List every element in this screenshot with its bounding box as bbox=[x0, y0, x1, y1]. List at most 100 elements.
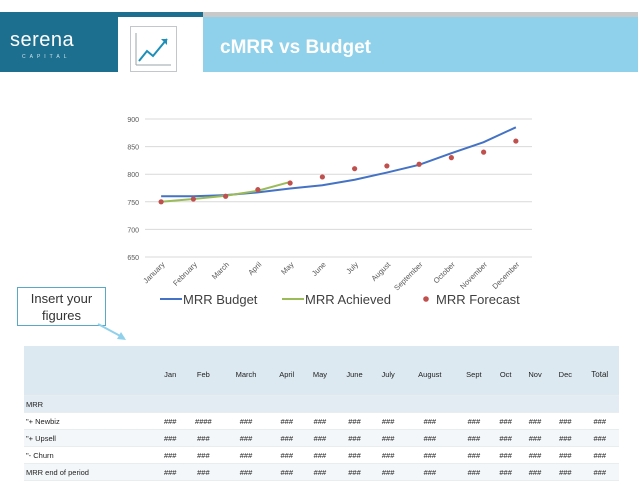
table-cell[interactable]: ### bbox=[222, 446, 270, 464]
table-cell[interactable]: ### bbox=[372, 429, 404, 447]
column-header: Jan bbox=[156, 346, 185, 396]
table-cell[interactable]: ### bbox=[403, 412, 457, 430]
table-cell[interactable]: ### bbox=[372, 446, 404, 464]
column-header: Oct bbox=[491, 346, 520, 396]
table-cell[interactable]: ### bbox=[550, 463, 581, 481]
table-cell[interactable]: ### bbox=[303, 412, 337, 430]
table-cell[interactable]: ### bbox=[491, 429, 520, 447]
table-cell[interactable]: ### bbox=[336, 412, 373, 430]
forecast-point bbox=[481, 149, 487, 155]
table-cell[interactable] bbox=[403, 395, 457, 413]
table-cell[interactable]: ### bbox=[519, 463, 551, 481]
table-cell[interactable]: ### bbox=[456, 429, 492, 447]
table-cell[interactable]: ### bbox=[403, 463, 457, 481]
table-cell[interactable] bbox=[456, 395, 492, 413]
table-cell[interactable]: ### bbox=[156, 446, 185, 464]
callout-arrow-icon bbox=[97, 323, 126, 340]
table-cell[interactable]: #### bbox=[184, 412, 223, 430]
x-tick-label: October bbox=[432, 260, 458, 286]
table-cell[interactable]: ### bbox=[372, 412, 404, 430]
table-cell[interactable]: ### bbox=[580, 412, 619, 430]
legend-label: MRR Forecast bbox=[436, 292, 520, 307]
table-cell[interactable]: ### bbox=[491, 412, 520, 430]
y-tick-label: 650 bbox=[127, 255, 139, 262]
forecast-point bbox=[384, 163, 390, 169]
table-cell[interactable]: ### bbox=[156, 429, 185, 447]
table-row: "+ Newbiz ### #### ### ### ### ### ### ### ### ###… bbox=[24, 412, 619, 430]
table-row: MRR bbox=[24, 395, 619, 413]
forecast-point bbox=[190, 196, 196, 202]
column-header: August bbox=[403, 346, 457, 396]
table-cell[interactable]: ### bbox=[550, 429, 581, 447]
table-cell[interactable]: ### bbox=[456, 463, 492, 481]
forecast-point bbox=[352, 166, 358, 172]
table-cell[interactable]: ### bbox=[403, 446, 457, 464]
y-tick-label: 750 bbox=[127, 200, 139, 207]
row-label: "+ Newbiz bbox=[24, 412, 156, 430]
table-cell[interactable]: ### bbox=[403, 429, 457, 447]
table-cell[interactable]: ### bbox=[456, 446, 492, 464]
table-cell[interactable]: ### bbox=[580, 446, 619, 464]
table-cell[interactable]: ### bbox=[456, 412, 492, 430]
table-cell[interactable]: ### bbox=[550, 412, 581, 430]
table-cell[interactable]: ### bbox=[519, 429, 551, 447]
chart-y-ticks: 650 700 750 800 850 900 bbox=[127, 117, 139, 262]
table-cell[interactable] bbox=[184, 395, 223, 413]
column-header: July bbox=[372, 346, 404, 396]
column-header: Dec bbox=[550, 346, 581, 396]
table-cell[interactable]: ### bbox=[222, 429, 270, 447]
row-label: "- Churn bbox=[24, 446, 156, 464]
column-header: March bbox=[222, 346, 270, 396]
table-cell[interactable]: ### bbox=[156, 463, 185, 481]
table-cell[interactable] bbox=[580, 395, 619, 413]
table-cell[interactable]: ### bbox=[303, 429, 337, 447]
x-tick-label: January bbox=[141, 260, 166, 285]
table-cell[interactable] bbox=[550, 395, 581, 413]
table-cell[interactable] bbox=[222, 395, 270, 413]
table-cell[interactable] bbox=[156, 395, 185, 413]
table-cell[interactable] bbox=[336, 395, 373, 413]
forecast-point bbox=[416, 161, 422, 167]
title-banner: cMRR vs Budget bbox=[203, 17, 638, 72]
table-cell[interactable]: ### bbox=[491, 446, 520, 464]
table-cell[interactable] bbox=[372, 395, 404, 413]
table-cell[interactable]: ### bbox=[269, 412, 304, 430]
table-cell[interactable] bbox=[519, 395, 551, 413]
x-tick-label: August bbox=[369, 259, 393, 283]
legend-swatch bbox=[423, 296, 429, 302]
y-tick-label: 700 bbox=[127, 227, 139, 234]
forecast-point bbox=[448, 155, 454, 161]
table-cell[interactable]: ### bbox=[269, 446, 304, 464]
table-cell[interactable]: ### bbox=[519, 412, 551, 430]
x-tick-label: July bbox=[344, 260, 360, 276]
table-cell[interactable] bbox=[303, 395, 337, 413]
table-cell[interactable]: ### bbox=[372, 463, 404, 481]
table-cell[interactable]: ### bbox=[184, 463, 223, 481]
table-cell[interactable]: ### bbox=[269, 463, 304, 481]
table-cell[interactable]: ### bbox=[580, 463, 619, 481]
table-cell[interactable]: ### bbox=[269, 429, 304, 447]
forecast-point bbox=[513, 138, 519, 144]
table-cell[interactable] bbox=[269, 395, 304, 413]
table-cell[interactable]: ### bbox=[491, 463, 520, 481]
table-cell[interactable]: ### bbox=[222, 412, 270, 430]
table-cell[interactable]: ### bbox=[580, 429, 619, 447]
table-cell[interactable]: ### bbox=[519, 446, 551, 464]
table-cell[interactable]: ### bbox=[336, 429, 373, 447]
table-cell[interactable]: ### bbox=[336, 446, 373, 464]
x-tick-label: December bbox=[490, 260, 521, 291]
x-tick-label: September bbox=[392, 260, 425, 293]
table-cell[interactable] bbox=[491, 395, 520, 413]
row-label: MRR end of period bbox=[24, 463, 156, 481]
table-cell[interactable]: ### bbox=[184, 429, 223, 447]
row-label: "+ Upsell bbox=[24, 429, 156, 447]
table-cell[interactable]: ### bbox=[184, 446, 223, 464]
table-cell[interactable]: ### bbox=[550, 446, 581, 464]
table-cell[interactable]: ### bbox=[222, 463, 270, 481]
table-cell[interactable]: ### bbox=[303, 446, 337, 464]
table-cell[interactable]: ### bbox=[303, 463, 337, 481]
x-tick-label: June bbox=[310, 260, 328, 278]
x-tick-label: February bbox=[171, 260, 199, 288]
table-cell[interactable]: ### bbox=[156, 412, 185, 430]
table-cell[interactable]: ### bbox=[336, 463, 373, 481]
